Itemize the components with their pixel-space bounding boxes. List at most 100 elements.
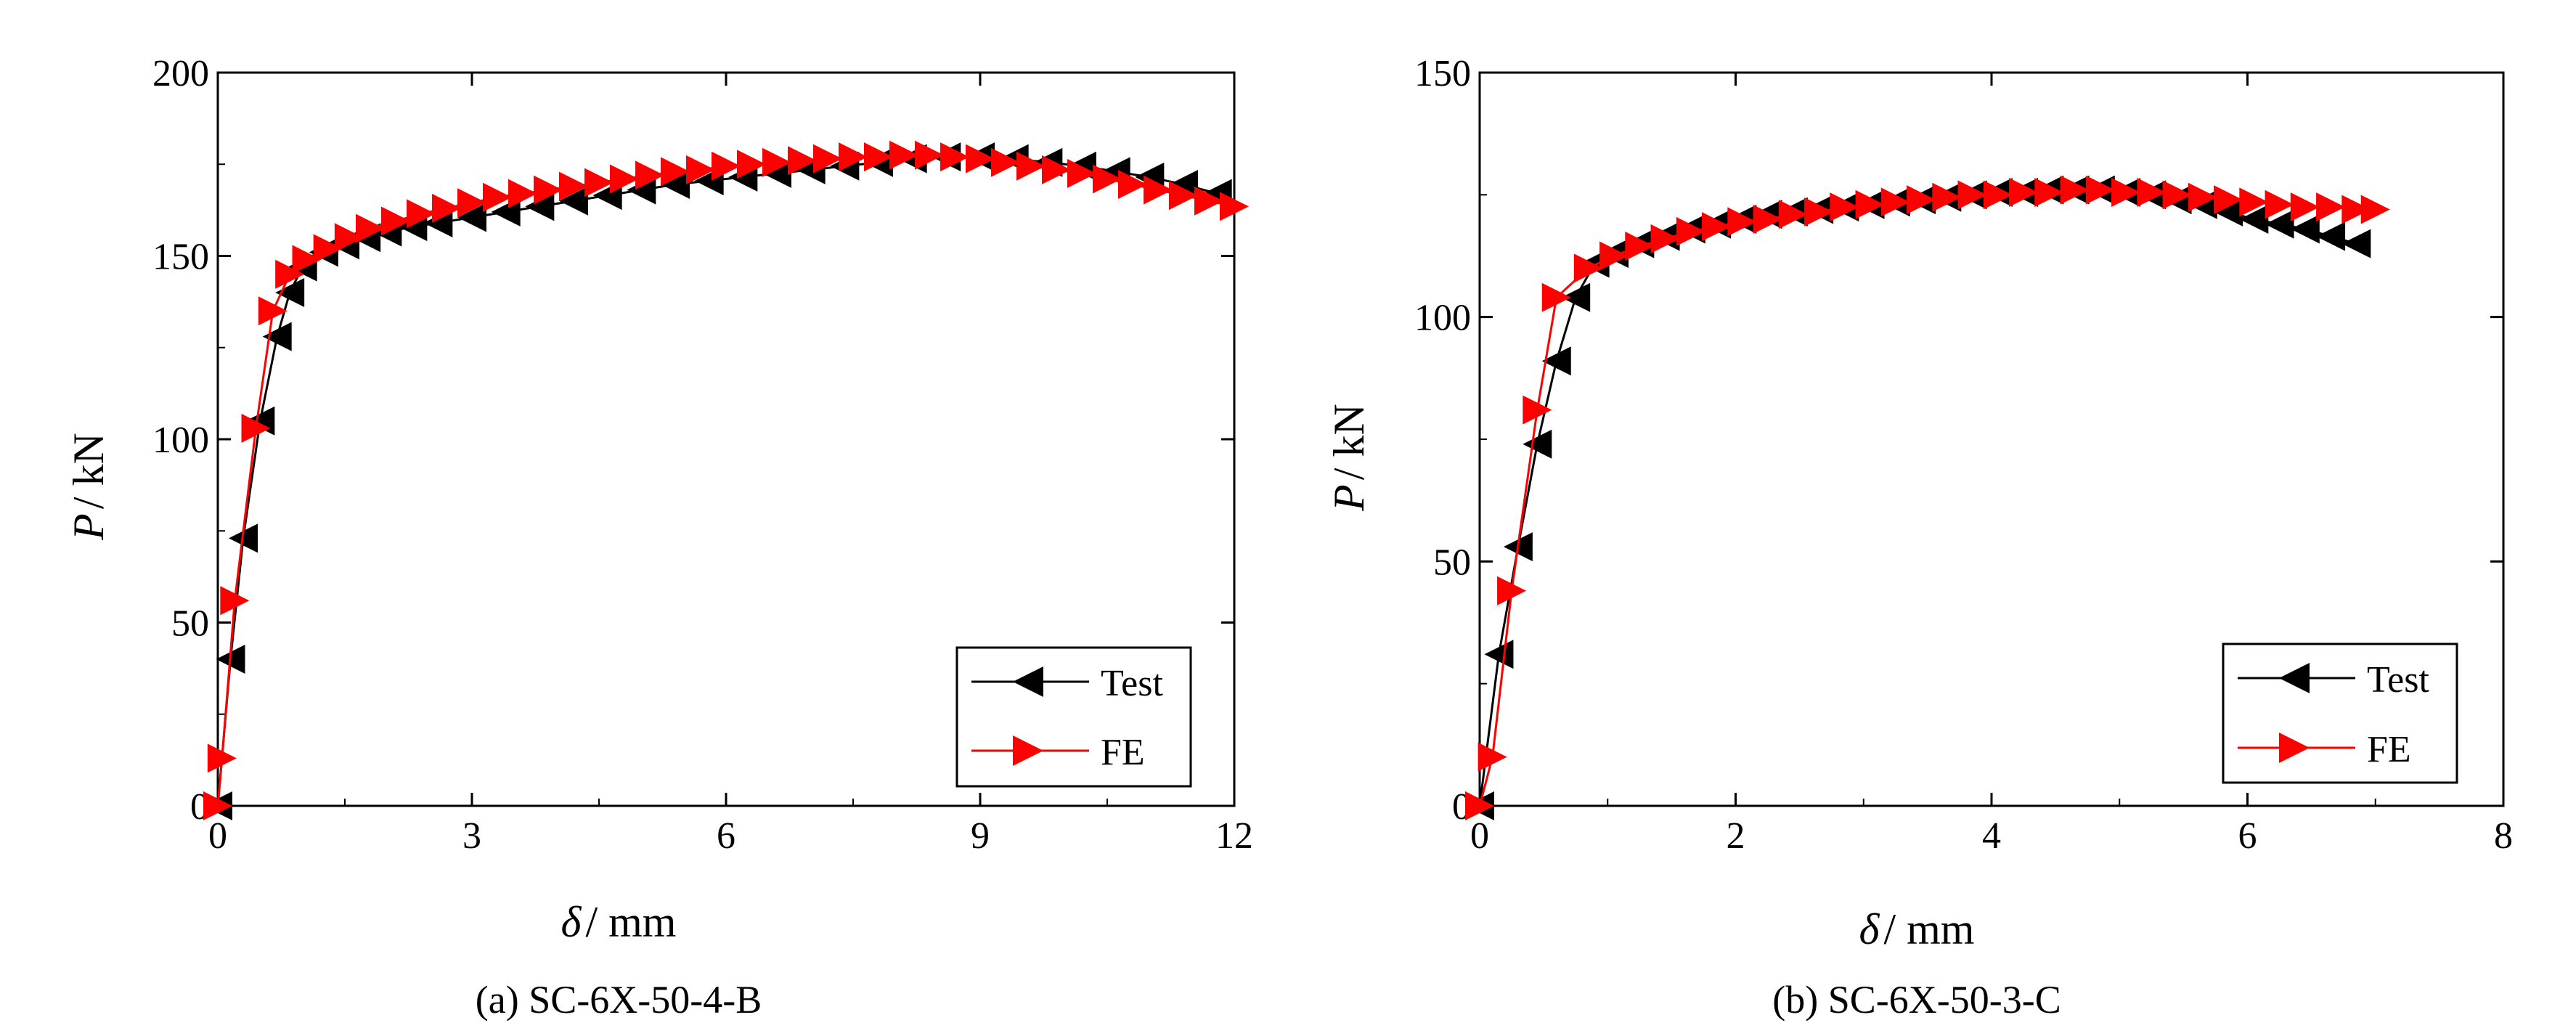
data-point-fe-a xyxy=(788,146,817,176)
y-tick-label-a: 50 xyxy=(171,603,209,645)
data-point-fe-a xyxy=(1169,181,1198,211)
data-point-fe-a xyxy=(686,155,715,184)
data-point-fe-a xyxy=(940,142,969,172)
legend-label-fe-b: FE xyxy=(2367,729,2411,770)
y-axis-label-b: P/ kN xyxy=(1325,404,1373,512)
data-point-fe-a xyxy=(203,791,232,820)
data-point-fe-b xyxy=(2009,177,2039,207)
data-point-fe-b xyxy=(1907,185,1936,215)
y-tick-label-a: 150 xyxy=(152,237,209,278)
data-point-fe-b xyxy=(1855,189,1885,219)
data-point-fe-b xyxy=(2085,175,2115,205)
data-point-test-b xyxy=(2239,205,2269,234)
data-point-fe-b xyxy=(1830,192,1859,222)
data-point-fe-a xyxy=(762,147,791,177)
legend-marker-fe-a xyxy=(1013,735,1043,766)
data-point-fe-b xyxy=(1932,182,1962,212)
data-point-fe-b xyxy=(1983,180,2013,210)
data-point-test-b xyxy=(1523,429,1552,459)
data-point-fe-a xyxy=(432,193,461,223)
data-point-fe-b xyxy=(1650,224,1680,253)
y-tick-label-b: 50 xyxy=(1433,542,1471,583)
data-point-fe-a xyxy=(1194,186,1223,216)
data-point-fe-a xyxy=(275,259,305,289)
data-point-fe-b xyxy=(2060,175,2090,205)
data-point-fe-b xyxy=(2360,195,2390,224)
data-point-fe-a xyxy=(661,157,690,187)
data-point-fe-b xyxy=(1497,576,1527,605)
legend-marker-fe-b xyxy=(2279,733,2310,763)
data-point-fe-b xyxy=(1702,212,1732,242)
data-point-fe-a xyxy=(712,151,741,181)
data-point-fe-b xyxy=(2341,195,2371,224)
data-point-test-b xyxy=(2265,209,2294,239)
data-point-fe-b xyxy=(1778,200,1808,229)
data-point-fe-b xyxy=(1465,791,1494,820)
data-point-fe-a xyxy=(220,586,250,616)
data-point-fe-a xyxy=(534,175,563,205)
data-point-test-b xyxy=(2316,221,2346,251)
y-tick-label-b: 100 xyxy=(1414,298,1471,339)
data-point-fe-a xyxy=(483,182,512,212)
data-point-test-a xyxy=(559,186,588,216)
data-point-fe-a xyxy=(1042,155,1071,184)
data-point-fe-a xyxy=(559,171,588,201)
x-tick-label-b: 6 xyxy=(2238,815,2257,857)
data-point-fe-a xyxy=(813,144,842,174)
data-point-test-b xyxy=(2341,229,2371,258)
legend-label-test-a: Test xyxy=(1101,663,1163,704)
data-point-fe-a xyxy=(1144,175,1173,205)
data-point-fe-b xyxy=(1625,232,1655,261)
x-tick-label-b: 0 xyxy=(1470,815,1489,857)
data-point-test-a xyxy=(661,170,690,200)
data-point-fe-b xyxy=(1676,216,1705,246)
legend-b: Test FE xyxy=(2222,643,2458,784)
data-point-fe-b xyxy=(1880,187,1910,217)
data-point-fe-b xyxy=(1599,241,1629,271)
data-point-fe-b xyxy=(1573,253,1603,283)
data-point-fe-a xyxy=(258,296,288,326)
legend-marker-test-b xyxy=(2279,663,2310,693)
data-point-fe-a xyxy=(1016,151,1046,181)
data-point-fe-a xyxy=(1093,164,1122,194)
chart-caption-b: (b) SC-6X-50-3-C xyxy=(1772,978,2061,1021)
data-point-fe-b xyxy=(1727,207,1757,237)
data-point-fe-b xyxy=(1804,197,1834,227)
data-point-fe-b xyxy=(1523,395,1552,425)
data-point-fe-a xyxy=(313,234,343,264)
data-point-fe-a xyxy=(966,144,995,174)
data-point-fe-b xyxy=(1957,180,1987,210)
data-point-test-a xyxy=(762,158,791,188)
data-point-fe-b xyxy=(2239,187,2269,217)
data-point-fe-a xyxy=(991,147,1020,177)
data-point-test-a xyxy=(525,192,555,221)
y-axis-label-a: P/ kN xyxy=(65,433,113,541)
x-tick-label-b: 2 xyxy=(1727,815,1745,857)
data-point-fe-b xyxy=(2214,185,2243,215)
data-point-fe-a xyxy=(241,413,271,443)
data-point-fe-b xyxy=(2188,182,2217,212)
data-point-test-a xyxy=(275,278,305,307)
data-point-fe-a xyxy=(292,245,322,274)
data-point-test-a xyxy=(1169,170,1198,200)
data-point-fe-a xyxy=(839,142,868,172)
data-point-test-a xyxy=(262,322,292,351)
data-point-test-b xyxy=(1541,346,1571,376)
legend-box-b xyxy=(2222,643,2458,784)
data-point-fe-a xyxy=(610,164,639,194)
x-axis-label-a: δ / mm xyxy=(561,898,677,946)
legend-label-test-b: Test xyxy=(2367,659,2429,701)
data-point-fe-b xyxy=(1753,205,1782,234)
y-tick-label-b: 150 xyxy=(1414,53,1471,94)
data-point-fe-a xyxy=(207,743,237,773)
y-tick-label-a: 200 xyxy=(152,53,209,94)
data-point-fe-b xyxy=(2162,180,2192,210)
chart-caption-a: (a) SC-6X-50-4-B xyxy=(476,978,762,1021)
data-point-fe-a xyxy=(457,188,486,218)
data-point-fe-a xyxy=(1067,158,1096,188)
data-point-fe-b xyxy=(2265,189,2294,219)
